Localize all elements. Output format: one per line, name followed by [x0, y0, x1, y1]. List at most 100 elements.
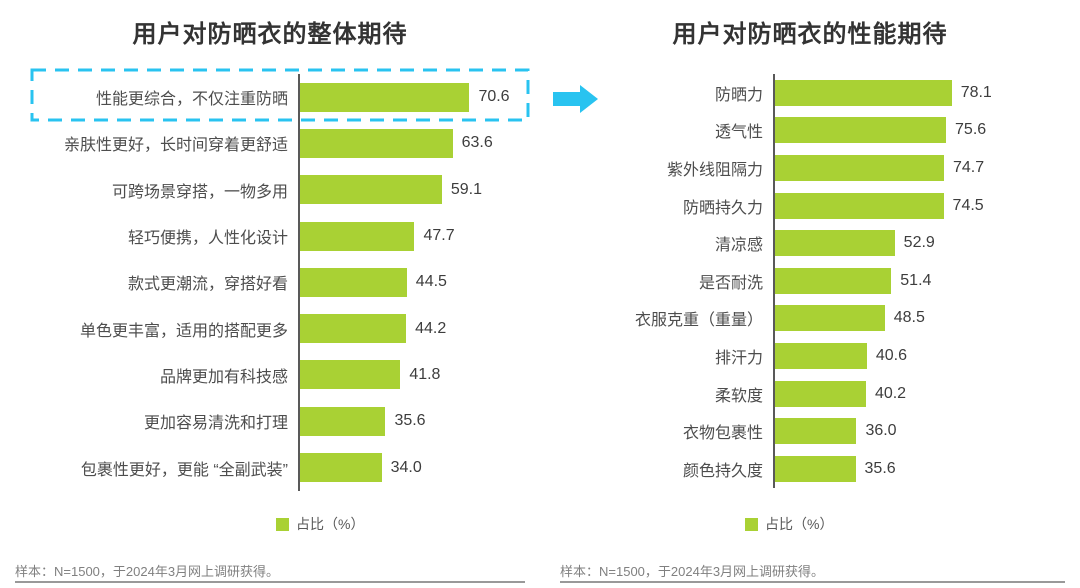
- bar-area: 36.0: [773, 412, 1080, 450]
- bar-row: 清凉感 52.9: [540, 224, 1080, 262]
- bar-row: 颜色持久度 35.6: [540, 449, 1080, 488]
- bar-area: 74.7: [773, 149, 1080, 187]
- value-label: 75.6: [955, 121, 987, 139]
- value-label: 74.5: [952, 196, 984, 214]
- category-label: 款式更潮流，穿搭好看: [127, 276, 288, 294]
- value-label: 35.6: [394, 412, 426, 430]
- value-label: 41.8: [409, 365, 441, 383]
- bar: [300, 82, 470, 112]
- legend-swatch-icon: [745, 517, 758, 531]
- bar-area: 41.8: [298, 351, 540, 399]
- chart-panel-performance-expectations: 用户对防晒衣的性能期待 防晒力 78.1 透气性 75.6 紫外线阻隔力 74.…: [540, 0, 1080, 588]
- category-label: 透气性: [714, 124, 763, 142]
- bar-row: 款式更潮流，穿搭好看 44.5: [0, 259, 540, 306]
- category-label: 柔软度: [714, 387, 763, 405]
- value-label: 48.5: [893, 309, 925, 327]
- category-label: 紫外线阻隔力: [666, 161, 763, 179]
- bar-row: 透气性 75.6: [540, 111, 1080, 150]
- footnote: 样本：N=1500，于2024年3月网上调研获得。: [560, 564, 825, 579]
- value-label: 40.2: [874, 384, 907, 402]
- value-label: 59.1: [450, 180, 482, 198]
- bar: [300, 221, 415, 251]
- category-label: 品牌更加有科技感: [159, 368, 288, 386]
- bar: [300, 406, 386, 436]
- bar-row: 性能更综合，不仅注重防晒 70.6: [0, 74, 540, 121]
- bar: [775, 455, 856, 482]
- chart-panel-overall-expectations: 用户对防晒衣的整体期待 性能更综合，不仅注重防晒 70.6 亲肤性更好，长时间穿…: [0, 21, 540, 583]
- category-label: 颜色持久度: [682, 462, 763, 480]
- bar: [775, 418, 857, 445]
- value-label: 34.0: [390, 458, 422, 476]
- bar-area: 47.7: [298, 212, 540, 260]
- bar-area: 59.1: [298, 166, 540, 213]
- bar-area: 40.2: [773, 374, 1080, 413]
- bar-area: 35.6: [773, 449, 1080, 488]
- value-label: 36.0: [865, 422, 897, 440]
- category-label: 包裹性更好，更能 “全副武装”: [80, 461, 288, 479]
- value-label: 44.5: [415, 273, 447, 291]
- value-label: 70.6: [478, 88, 510, 106]
- value-label: 51.4: [900, 271, 932, 289]
- bar-row: 防晒力 78.1: [540, 74, 1080, 112]
- bar-row: 衣物包裹性 36.0: [540, 412, 1080, 450]
- category-label: 防晒力: [714, 86, 763, 104]
- bar-row: 紫外线阻隔力 74.7: [540, 149, 1080, 187]
- category-label: 衣服克重（重量）: [634, 312, 763, 330]
- bar: [300, 267, 407, 297]
- bar-area: 44.2: [298, 305, 540, 352]
- bar: [300, 453, 382, 483]
- chart-title: 用户对防晒衣的性能期待: [672, 21, 948, 48]
- bar-row: 可跨场景穿搭，一物多用 59.1: [0, 166, 540, 213]
- value-label: 52.9: [903, 234, 935, 252]
- bar: [775, 154, 944, 181]
- value-label: 63.6: [461, 134, 493, 152]
- bar-area: 75.6: [773, 111, 1080, 150]
- bar-area: 78.1: [773, 74, 1080, 112]
- arrow-right-icon: [553, 85, 598, 113]
- category-label: 可跨场景穿搭，一物多用: [111, 183, 288, 201]
- bar-area: 35.6: [298, 398, 540, 445]
- bar: [775, 342, 867, 369]
- category-label: 防晒持久力: [682, 199, 763, 217]
- bar-area: 44.5: [298, 259, 540, 306]
- category-label: 亲肤性更好，长时间穿着更舒适: [63, 137, 288, 155]
- bar-row: 单色更丰富，适用的搭配更多 44.2: [0, 305, 540, 352]
- bar: [300, 128, 453, 158]
- bar-row: 品牌更加有科技感 41.8: [0, 351, 540, 399]
- footnote: 样本：N=1500，于2024年3月网上调研获得。: [15, 564, 280, 579]
- category-label: 衣物包裹性: [682, 425, 763, 443]
- bottom-rule: [15, 581, 525, 583]
- bar: [775, 79, 952, 106]
- bottom-rule: [560, 581, 1065, 583]
- bar-rows: 防晒力 78.1 透气性 75.6 紫外线阻隔力 74.7 防晒持久力 74.5…: [540, 74, 1080, 488]
- category-label: 单色更丰富，适用的搭配更多: [79, 322, 288, 340]
- bar-area: 52.9: [773, 224, 1080, 262]
- bar-area: 48.5: [773, 299, 1080, 338]
- legend: 占比（%）: [745, 514, 833, 534]
- value-label: 44.2: [415, 319, 447, 337]
- category-label: 性能更综合，不仅注重防晒: [95, 91, 288, 109]
- bar-area: 34.0: [298, 444, 540, 491]
- bar: [300, 175, 442, 205]
- bar: [775, 380, 866, 407]
- bar-row: 轻巧便携，人性化设计 47.7: [0, 212, 540, 260]
- value-label: 35.6: [864, 459, 896, 477]
- bar-row: 包裹性更好，更能 “全副武装” 34.0: [0, 444, 540, 491]
- bar-area: 51.4: [773, 261, 1080, 300]
- bar-area: 70.6: [298, 74, 540, 121]
- bar-area: 40.6: [773, 337, 1080, 375]
- bar-row: 是否耐洗 51.4: [540, 261, 1080, 300]
- bar-row: 防晒持久力 74.5: [540, 186, 1080, 225]
- category-label: 排汗力: [714, 349, 763, 367]
- legend-swatch-icon: [276, 517, 289, 531]
- bar-row: 排汗力 40.6: [540, 337, 1080, 375]
- bar: [775, 192, 944, 219]
- category-label: 是否耐洗: [698, 274, 763, 292]
- bar-rows: 性能更综合，不仅注重防晒 70.6 亲肤性更好，长时间穿着更舒适 63.6 可跨…: [0, 74, 540, 491]
- legend-label: 占比（%）: [296, 516, 365, 532]
- value-label: 78.1: [960, 83, 992, 101]
- bar: [775, 267, 892, 294]
- bar: [775, 230, 895, 257]
